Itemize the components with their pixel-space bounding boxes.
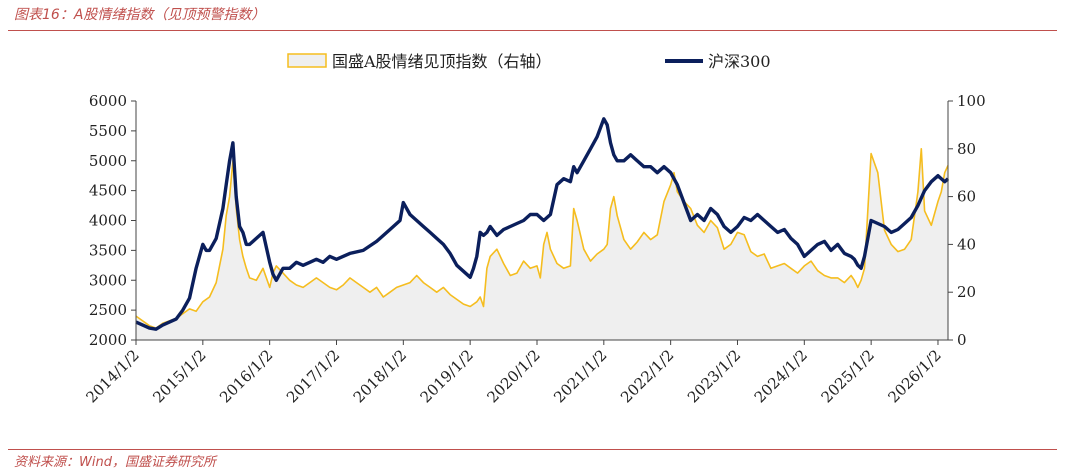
source-note: 资料来源：Wind，国盛证券研究所 <box>14 455 216 470</box>
x-tick-label: 2017/1/2 <box>283 346 343 406</box>
left-tick-label: 3500 <box>89 241 127 259</box>
x-tick-label: 2023/1/2 <box>684 346 744 406</box>
legend-label-sentiment: 国盛A股情绪见顶指数（右轴） <box>332 52 552 71</box>
legend-swatch-sentiment <box>287 53 327 68</box>
chart: 国盛A股情绪见顶指数（右轴） 沪深300 2000250030003500400… <box>82 52 985 406</box>
left-tick-label: 4000 <box>89 212 127 230</box>
left-tick-label: 2500 <box>89 301 127 319</box>
x-tick-label: 2020/1/2 <box>483 346 543 406</box>
right-tick-label: 80 <box>957 140 976 158</box>
title-rule <box>8 30 1057 31</box>
figure-title: 图表16：A股情绪指数（见顶预警指数） <box>14 7 266 23</box>
sentiment-area <box>136 148 948 340</box>
sentiment-line <box>135 148 949 329</box>
left-tick-label: 2000 <box>89 331 127 349</box>
x-tick-label: 2016/1/2 <box>216 346 276 406</box>
left-tick-label: 4500 <box>89 182 127 200</box>
x-tick-label: 2019/1/2 <box>417 346 477 406</box>
legend-label-hs300: 沪深300 <box>708 52 771 71</box>
plot-area: 2000 2500 3000 3500 4000 4500 5000 5500 6000 0 20 4… <box>82 92 985 406</box>
left-tick-label: 5000 <box>89 152 127 170</box>
right-tick-label: 0 <box>957 331 967 349</box>
left-tick-label: 6000 <box>89 92 127 110</box>
x-tick-label: 2025/1/2 <box>818 346 878 406</box>
right-tick-label: 60 <box>957 188 976 206</box>
x-tick-label: 2015/1/2 <box>149 346 209 406</box>
x-tick-label: 2014/1/2 <box>82 346 142 406</box>
right-tick-label: 40 <box>957 235 976 253</box>
left-tick-label: 3000 <box>89 271 127 289</box>
hs300-line <box>135 117 950 331</box>
right-tick-label: 20 <box>957 283 976 301</box>
x-tick-label: 2024/1/2 <box>751 346 811 406</box>
footer-rule <box>8 449 1057 450</box>
x-tick-label: 2026/1/2 <box>884 346 944 406</box>
right-tick-label: 100 <box>957 92 986 110</box>
x-tick-label: 2018/1/2 <box>350 346 410 406</box>
legend: 国盛A股情绪见顶指数（右轴） 沪深300 <box>287 52 771 71</box>
left-tick-label: 5500 <box>89 122 127 140</box>
x-tick-label: 2021/1/2 <box>550 346 610 406</box>
x-tick-label: 2022/1/2 <box>617 346 677 406</box>
